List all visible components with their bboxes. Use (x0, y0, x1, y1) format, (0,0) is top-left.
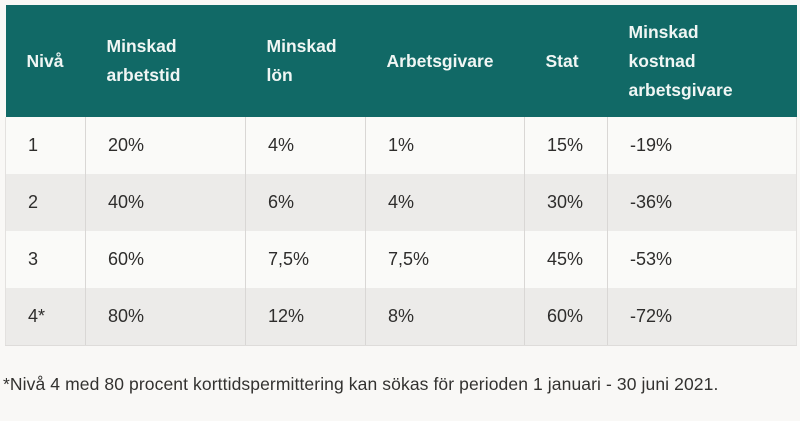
col-header-label: Nivå (26, 50, 64, 71)
cell-minskad-lon: 12% (245, 288, 366, 346)
col-header-label: Minskad kostnad arbetsgivare (628, 21, 733, 100)
header-row: Nivå Minskad arbetstid Minskad lön Arbet… (5, 5, 797, 117)
cell-arbetsgivare: 1% (365, 117, 525, 174)
col-header-minskad-arbetstid: Minskad arbetstid (85, 5, 246, 117)
cell-niva: 1 (5, 117, 86, 174)
cell-arbetsgivare: 7,5% (365, 231, 525, 288)
col-header-minskad-kostnad-arbetsgivare: Minskad kostnad arbetsgivare (607, 5, 797, 117)
col-header-label: Minskad arbetstid (106, 36, 181, 85)
col-header-stat: Stat (524, 5, 608, 117)
cell-minskad-lon: 7,5% (245, 231, 366, 288)
cell-minskad-kostnad: -36% (607, 174, 797, 231)
cell-minskad-lon: 4% (245, 117, 366, 174)
cell-stat: 15% (524, 117, 608, 174)
cell-minskad-arbetstid: 60% (85, 231, 246, 288)
cell-arbetsgivare: 4% (365, 174, 525, 231)
cell-minskad-arbetstid: 20% (85, 117, 246, 174)
cell-minskad-kostnad: -19% (607, 117, 797, 174)
korttidspermittering-table: Nivå Minskad arbetstid Minskad lön Arbet… (5, 5, 797, 346)
col-header-label: Stat (545, 50, 579, 71)
cell-minskad-kostnad: -53% (607, 231, 797, 288)
col-header-label: Arbetsgivare (386, 50, 494, 71)
cell-niva: 3 (5, 231, 86, 288)
table-row-4: 4* 80% 12% 8% 60% -72% (5, 288, 797, 346)
cell-minskad-arbetstid: 80% (85, 288, 246, 346)
cell-niva: 4* (5, 288, 86, 346)
page: Nivå Minskad arbetstid Minskad lön Arbet… (0, 5, 800, 421)
cell-niva: 2 (5, 174, 86, 231)
cell-minskad-lon: 6% (245, 174, 366, 231)
col-header-arbetsgivare: Arbetsgivare (365, 5, 525, 117)
table-row-3: 3 60% 7,5% 7,5% 45% -53% (5, 231, 797, 288)
cell-minskad-arbetstid: 40% (85, 174, 246, 231)
cell-stat: 45% (524, 231, 608, 288)
cell-stat: 60% (524, 288, 608, 346)
table-row-1: 1 20% 4% 1% 15% -19% (5, 117, 797, 174)
table-row-2: 2 40% 6% 4% 30% -36% (5, 174, 797, 231)
cell-stat: 30% (524, 174, 608, 231)
cell-minskad-kostnad: -72% (607, 288, 797, 346)
col-header-label: Minskad lön (266, 36, 337, 85)
col-header-minskad-lon: Minskad lön (245, 5, 366, 117)
footnote: *Nivå 4 med 80 procent korttidspermitter… (3, 374, 719, 394)
cell-arbetsgivare: 8% (365, 288, 525, 346)
col-header-niva: Nivå (5, 5, 86, 117)
